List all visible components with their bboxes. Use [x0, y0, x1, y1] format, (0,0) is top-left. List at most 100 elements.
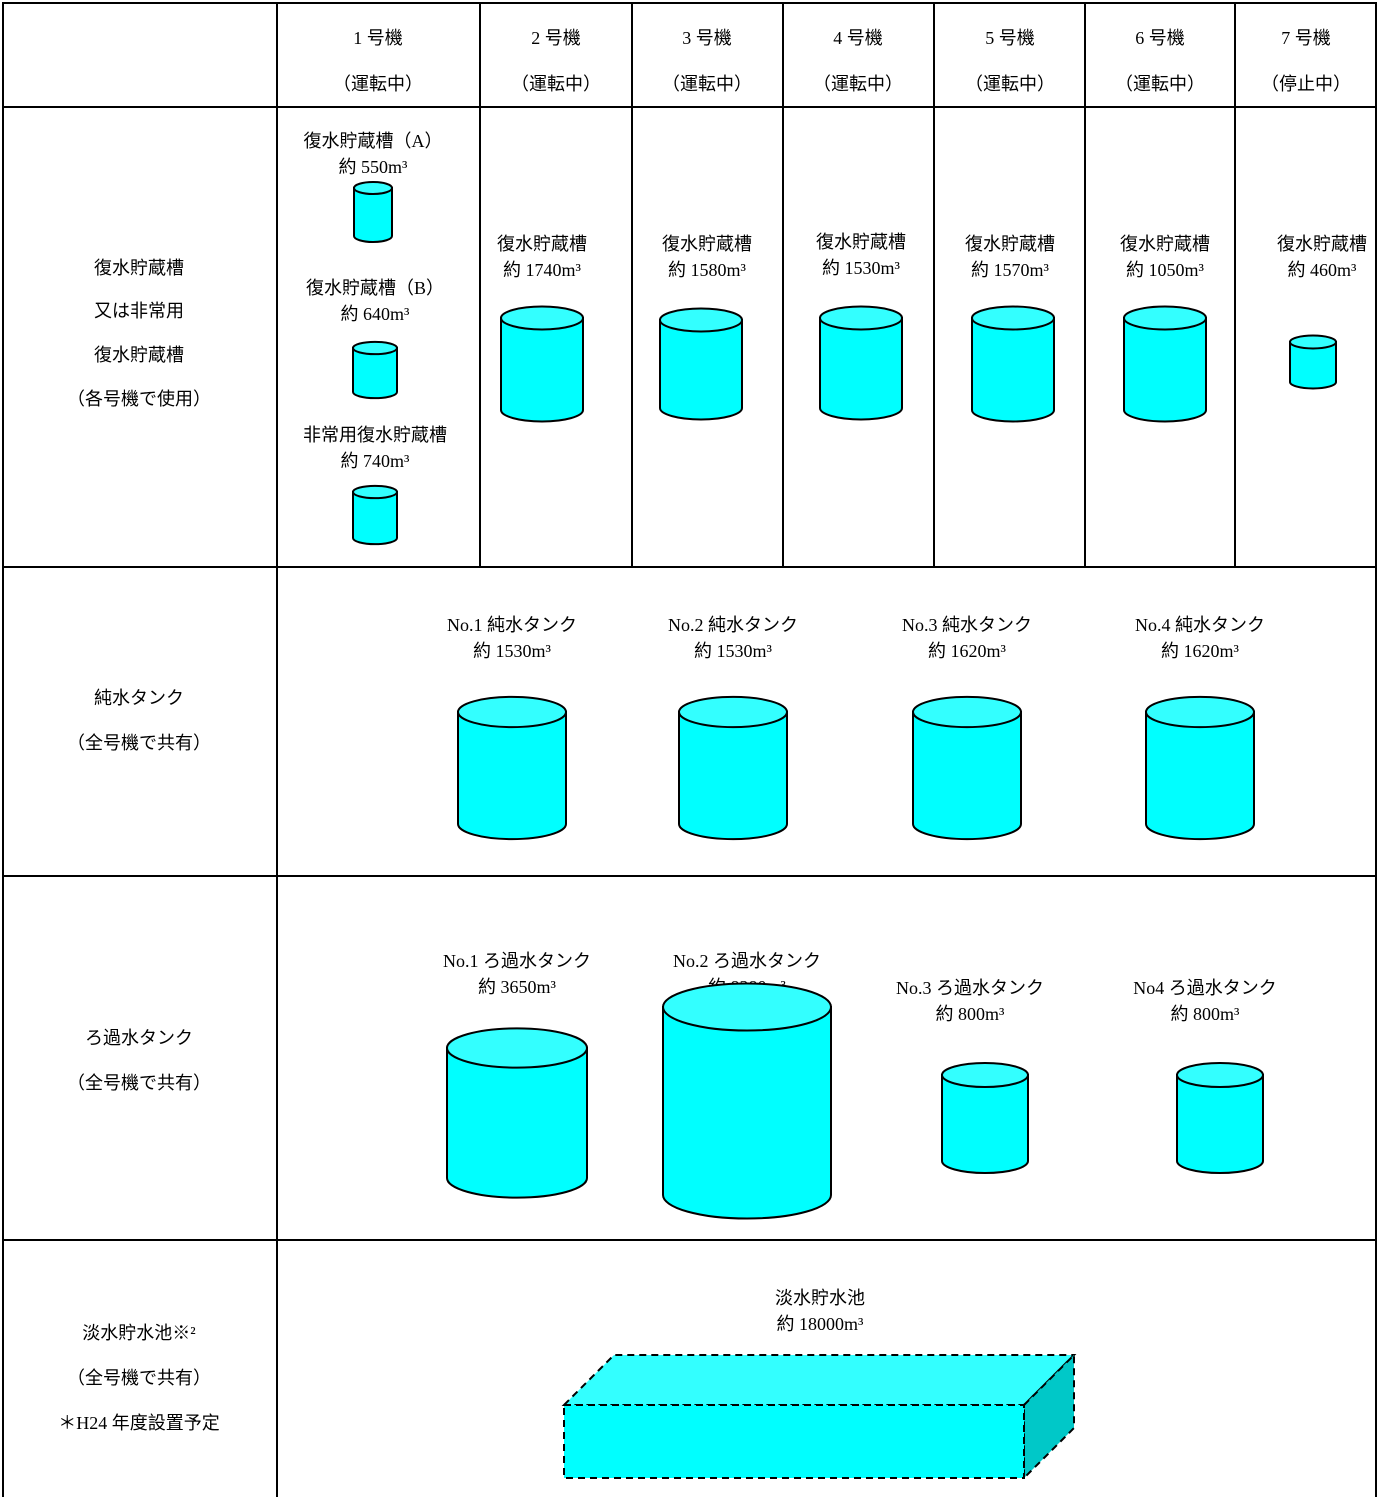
tank-volume: 約 800m³ [936, 1004, 1006, 1024]
pond-top [561, 1354, 1077, 1406]
tank-name: 復水貯蔵槽 [816, 232, 906, 252]
unit-status: （運転中） [813, 74, 903, 94]
tank-top [352, 484, 398, 500]
tank-name: No.1 ろ過水タンク [443, 951, 591, 971]
tank-volume: 約 1530m³ [694, 641, 773, 661]
unit-label: 7 号機 [1281, 28, 1331, 48]
tank-body [1176, 1074, 1264, 1175]
unit-status: （運転中） [333, 74, 423, 94]
tank-name: No.3 ろ過水タンク [896, 978, 1044, 998]
row-label: （各号機で使用） [67, 389, 211, 409]
tank-name: No.3 純水タンク [902, 615, 1032, 635]
unit-status: （運転中） [511, 74, 601, 94]
tank-name: 復水貯蔵槽（A） [304, 131, 443, 151]
tank-top [941, 1061, 1029, 1089]
tank-top [500, 305, 584, 331]
tank-body [971, 317, 1055, 423]
tank-volume: 約 1530m³ [473, 641, 552, 661]
tank-body [1145, 711, 1255, 841]
tank-name: No.2 純水タンク [668, 615, 798, 635]
tank-name: 復水貯蔵槽 [662, 234, 752, 254]
row-label: （全号機で共有） [67, 733, 211, 753]
row-label: 復水貯蔵槽 [94, 258, 184, 278]
tank-body [1289, 341, 1337, 390]
tank-volume: 約 1530m³ [822, 258, 901, 278]
unit-label: 2 号機 [531, 28, 581, 48]
tank-volume: 約 1570m³ [971, 260, 1050, 280]
tank-name: 復水貯蔵槽（B） [306, 278, 444, 298]
tank-name: 復水貯蔵槽 [1120, 234, 1210, 254]
unit-status: （運転中） [965, 74, 1055, 94]
tank-top [352, 340, 398, 356]
row-label: 淡水貯水池※² [82, 1323, 195, 1343]
tank-name: No.4 純水タンク [1135, 615, 1265, 635]
tank-top [678, 695, 788, 729]
row-label: ＊H24 年度設置予定 [58, 1413, 220, 1433]
unit-label: 5 号機 [985, 28, 1035, 48]
unit-label: 3 号機 [682, 28, 732, 48]
tank-top [446, 1027, 588, 1069]
tank-body [941, 1074, 1029, 1175]
tank-name: 復水貯蔵槽 [965, 234, 1055, 254]
tank-top [659, 307, 743, 333]
tank-name: 淡水貯水池 [775, 1288, 865, 1308]
tank-name: 復水貯蔵槽 [497, 234, 587, 254]
tank-body [500, 317, 584, 423]
tank-body [1123, 317, 1207, 423]
tank-volume: 約 1740m³ [503, 260, 582, 280]
tank-volume: 約 460m³ [1288, 260, 1358, 280]
row-label: 復水貯蔵槽 [94, 345, 184, 365]
tank-volume: 約 1580m³ [668, 260, 747, 280]
pond-side [1023, 1352, 1075, 1481]
tank-body [678, 711, 788, 841]
unit-label: 4 号機 [833, 28, 883, 48]
tank-volume: 約 640m³ [341, 304, 411, 324]
tank-body [446, 1047, 588, 1199]
tank-top [971, 305, 1055, 331]
tank-volume: 約 740m³ [341, 451, 411, 471]
pond-front [563, 1404, 1025, 1479]
tank-name: 非常用復水貯蔵槽 [303, 425, 447, 445]
row-label: （全号機で共有） [67, 1368, 211, 1388]
tank-volume: 約 18000m³ [777, 1314, 865, 1334]
tank-top [353, 181, 393, 195]
tank-name: No.2 ろ過水タンク [673, 951, 821, 971]
tank-body [352, 347, 398, 400]
unit-label: 6 号機 [1135, 28, 1185, 48]
tank-body [662, 1006, 832, 1220]
unit-status: （運転中） [662, 74, 752, 94]
pond [561, 1352, 1077, 1481]
tank-volume: 約 1620m³ [928, 641, 1007, 661]
tank-name: No.1 純水タンク [447, 615, 577, 635]
row-label: 又は非常用 [94, 301, 184, 321]
tank-body [457, 711, 567, 841]
tank-volume: 約 800m³ [1171, 1004, 1241, 1024]
unit-status: （停止中） [1261, 74, 1351, 94]
tank-top [819, 305, 903, 331]
tank-top [457, 695, 567, 729]
tank-top [662, 982, 832, 1032]
tank-body [353, 187, 393, 243]
unit-label: 1 号機 [353, 28, 403, 48]
tank-top [1289, 334, 1337, 350]
tank-body [912, 711, 1022, 841]
tank-volume: 約 550m³ [339, 157, 409, 177]
row-label: 純水タンク [94, 688, 184, 708]
tank-top [1145, 695, 1255, 729]
tank-name: No4 ろ過水タンク [1133, 978, 1277, 998]
tank-volume: 約 3650m³ [478, 977, 557, 997]
tank-top [912, 695, 1022, 729]
tank-top [1176, 1061, 1264, 1089]
tank-body [659, 319, 743, 421]
row-label: ろ過水タンク [85, 1028, 193, 1048]
row-label: （全号機で共有） [67, 1073, 211, 1093]
tank-volume: 約 1050m³ [1126, 260, 1205, 280]
tank-body [819, 317, 903, 421]
unit-status: （運転中） [1115, 74, 1205, 94]
tank-volume: 約 1620m³ [1161, 641, 1240, 661]
tank-name: 復水貯蔵槽 [1277, 234, 1367, 254]
tank-body [352, 491, 398, 546]
